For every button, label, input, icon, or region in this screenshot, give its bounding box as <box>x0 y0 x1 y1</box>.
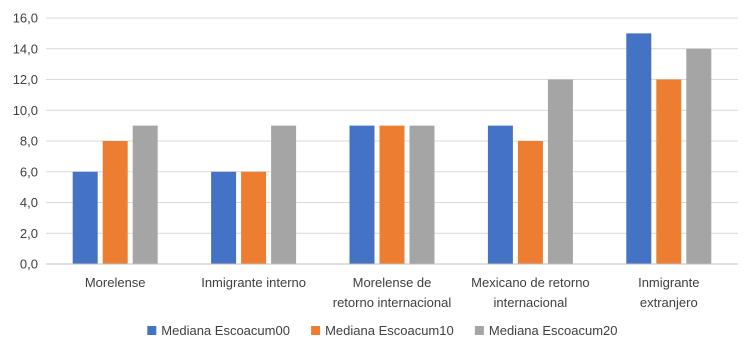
x-tick-label: retorno internacional <box>333 295 452 310</box>
y-tick-label: 8,0 <box>20 134 38 149</box>
legend-label: Mediana Escoacum10 <box>325 323 454 338</box>
y-tick-label: 0,0 <box>20 257 38 272</box>
y-tick-label: 14,0 <box>13 41 38 56</box>
y-axis-labels: 0,0 2,0 4,0 6,0 8,0 10,0 12,0 14,0 16,0 <box>13 11 38 272</box>
bars <box>72 33 712 264</box>
bar <box>349 125 375 264</box>
legend-label: Mediana Escoacum00 <box>161 323 290 338</box>
bar <box>626 33 652 264</box>
bar <box>686 48 712 264</box>
x-axis: Morelense Inmigrante interno Morelense de r… <box>46 263 738 310</box>
y-tick-label: 12,0 <box>13 72 38 87</box>
legend: Mediana Escoacum00 Mediana Escoacum10 Medi… <box>147 323 618 338</box>
bar <box>102 141 128 264</box>
legend-swatch <box>311 326 321 335</box>
bar <box>487 125 513 264</box>
x-tick-label: Morelense <box>85 275 146 290</box>
bar <box>132 125 158 264</box>
y-tick-label: 6,0 <box>20 164 38 179</box>
bar <box>241 171 267 264</box>
x-tick-label: Morelense de <box>353 275 432 290</box>
legend-label: Mediana Escoacum20 <box>489 323 618 338</box>
bar <box>379 125 405 264</box>
legend-swatch <box>147 326 157 335</box>
x-tick-label: extranjero <box>640 295 698 310</box>
bar <box>517 141 543 264</box>
y-tick-label: 10,0 <box>13 103 38 118</box>
bar <box>271 125 297 264</box>
x-tick-label: Inmigrante <box>638 275 699 290</box>
x-tick-label: Inmigrante interno <box>201 275 306 290</box>
y-tick-label: 4,0 <box>20 195 38 210</box>
bar <box>409 125 435 264</box>
legend-item: Mediana Escoacum00 <box>147 323 290 338</box>
bar <box>547 79 573 264</box>
y-tick-label: 16,0 <box>13 11 38 26</box>
x-tick-label: internacional <box>494 295 568 310</box>
x-tick-label: Mexicano de retorno <box>471 275 590 290</box>
bar <box>656 79 682 264</box>
bar <box>211 171 237 264</box>
legend-item: Mediana Escoacum10 <box>311 323 454 338</box>
y-tick-label: 2,0 <box>20 226 38 241</box>
bar <box>72 171 98 264</box>
legend-swatch <box>474 326 484 335</box>
legend-item: Mediana Escoacum20 <box>474 323 618 338</box>
